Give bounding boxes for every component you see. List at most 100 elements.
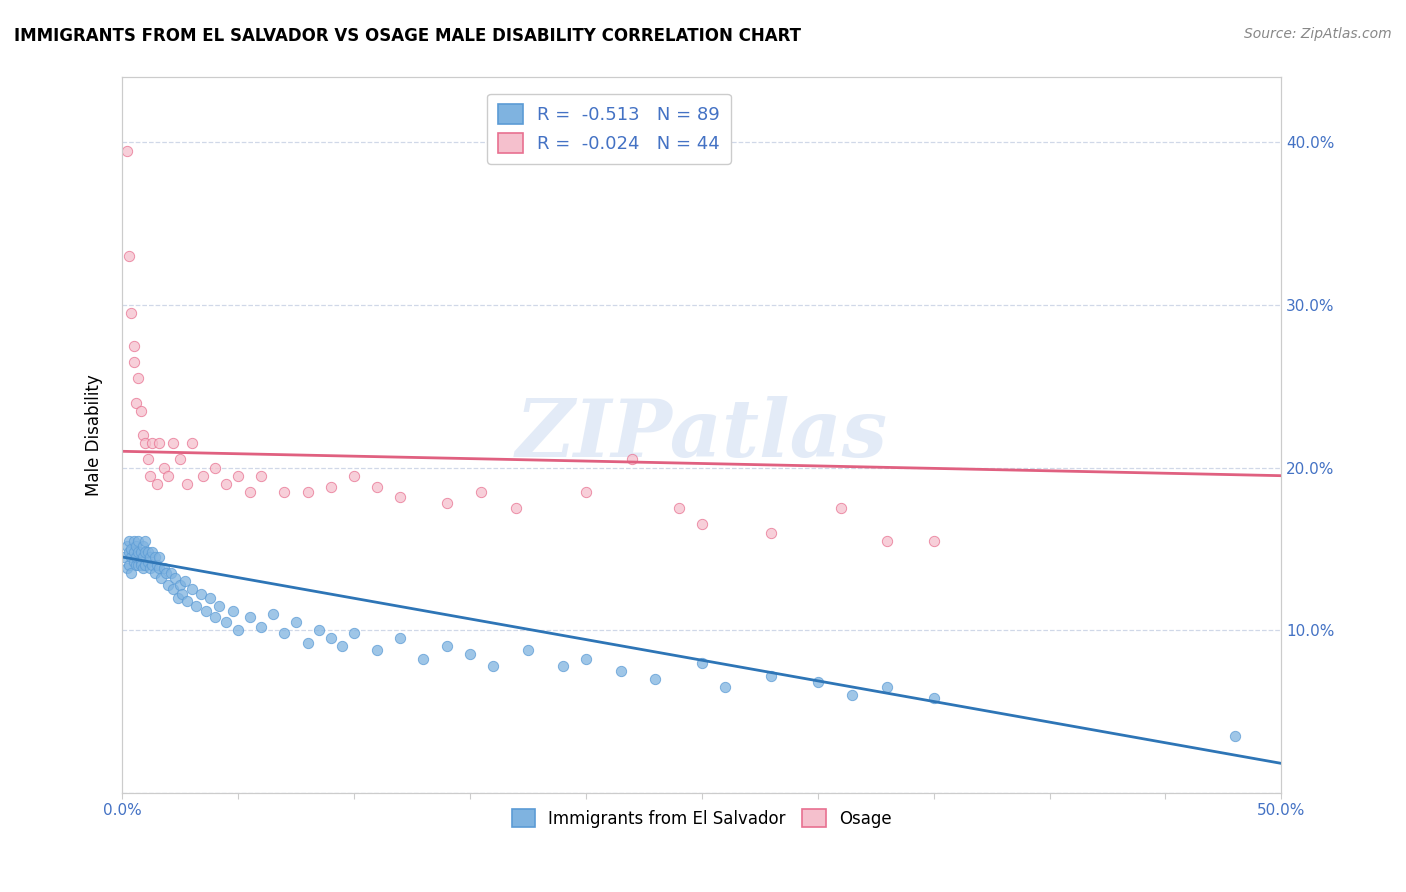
Point [139,549,162,564]
Point [690,656,713,670]
Point [215,615,238,629]
Point [204,460,226,475]
Point [609,664,631,678]
Point [132,428,155,442]
Point [118,558,141,573]
Point [148,561,170,575]
Point [129,555,152,569]
Point [226,468,249,483]
Point [215,476,238,491]
Point [141,558,163,573]
Point [134,436,156,450]
Point [714,680,737,694]
Point [297,636,319,650]
Point [134,545,156,559]
Point [146,476,169,491]
Point [125,549,148,564]
Point [551,658,574,673]
Point [127,558,149,573]
Point [118,249,141,263]
Point [112,549,135,564]
Point [169,577,191,591]
Point [141,545,163,559]
Point [273,485,295,500]
Point [157,577,180,591]
Point [132,539,155,553]
Point [190,587,212,601]
Point [162,582,184,597]
Point [150,571,173,585]
Point [166,591,188,605]
Point [127,371,149,385]
Point [575,652,598,666]
Point [157,468,180,483]
Point [575,485,598,500]
Point [141,436,163,450]
Point [120,549,142,564]
Point [159,566,181,581]
Point [129,403,152,417]
Point [136,555,159,569]
Point [319,632,342,646]
Point [186,599,208,613]
Point [115,539,138,553]
Point [621,452,644,467]
Point [139,468,162,483]
Point [127,545,149,559]
Point [273,626,295,640]
Point [134,533,156,548]
Point [193,468,215,483]
Point [876,533,898,548]
Point [690,517,713,532]
Point [146,558,169,573]
Point [458,648,481,662]
Point [343,468,366,483]
Point [125,558,148,573]
Text: Source: ZipAtlas.com: Source: ZipAtlas.com [1244,27,1392,41]
Point [139,561,162,575]
Point [436,496,458,510]
Point [250,620,273,634]
Point [118,533,141,548]
Point [129,558,152,573]
Point [122,355,145,369]
Point [136,452,159,467]
Point [115,561,138,575]
Point [148,436,170,450]
Point [115,144,138,158]
Point [155,566,177,581]
Point [644,672,666,686]
Point [222,604,245,618]
Point [319,480,342,494]
Point [366,642,388,657]
Point [125,395,148,409]
Point [143,549,166,564]
Point [122,545,145,559]
Point [343,626,366,640]
Point [194,604,217,618]
Point [176,476,198,491]
Point [366,480,388,494]
Point [143,566,166,581]
Text: IMMIGRANTS FROM EL SALVADOR VS OSAGE MALE DISABILITY CORRELATION CHART: IMMIGRANTS FROM EL SALVADOR VS OSAGE MAL… [14,27,801,45]
Point [1223,729,1246,743]
Point [118,545,141,559]
Point [122,533,145,548]
Point [129,545,152,559]
Point [173,574,195,589]
Point [120,306,142,320]
Point [668,501,690,516]
Point [922,691,945,706]
Point [516,642,538,657]
Point [122,555,145,569]
Point [176,594,198,608]
Point [284,615,307,629]
Point [148,549,170,564]
Point [330,640,353,654]
Point [922,533,945,548]
Point [180,582,202,597]
Point [505,501,527,516]
Point [297,485,319,500]
Point [482,658,505,673]
Point [389,490,412,504]
